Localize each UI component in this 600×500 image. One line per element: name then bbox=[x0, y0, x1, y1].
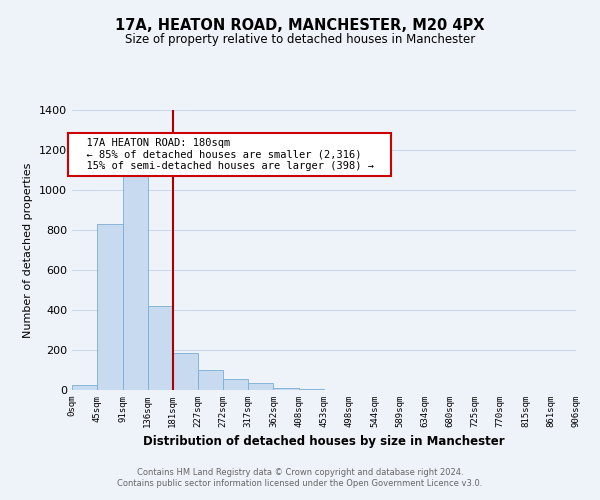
Bar bbox=[274, 388, 299, 390]
Text: 17A HEATON ROAD: 180sqm
  ← 85% of detached houses are smaller (2,316)
  15% of : 17A HEATON ROAD: 180sqm ← 85% of detache… bbox=[74, 138, 386, 171]
Text: 17A, HEATON ROAD, MANCHESTER, M20 4PX: 17A, HEATON ROAD, MANCHESTER, M20 4PX bbox=[115, 18, 485, 32]
Bar bbox=[299, 389, 324, 390]
Bar bbox=[198, 370, 223, 390]
Y-axis label: Number of detached properties: Number of detached properties bbox=[23, 162, 34, 338]
Bar bbox=[248, 382, 274, 390]
Text: Contains HM Land Registry data © Crown copyright and database right 2024.
Contai: Contains HM Land Registry data © Crown c… bbox=[118, 468, 482, 487]
Bar bbox=[173, 353, 198, 390]
Bar bbox=[97, 224, 122, 390]
Bar bbox=[148, 306, 173, 390]
Bar bbox=[72, 385, 97, 390]
Bar bbox=[122, 175, 148, 390]
Bar bbox=[223, 378, 248, 390]
Text: Size of property relative to detached houses in Manchester: Size of property relative to detached ho… bbox=[125, 32, 475, 46]
X-axis label: Distribution of detached houses by size in Manchester: Distribution of detached houses by size … bbox=[143, 436, 505, 448]
